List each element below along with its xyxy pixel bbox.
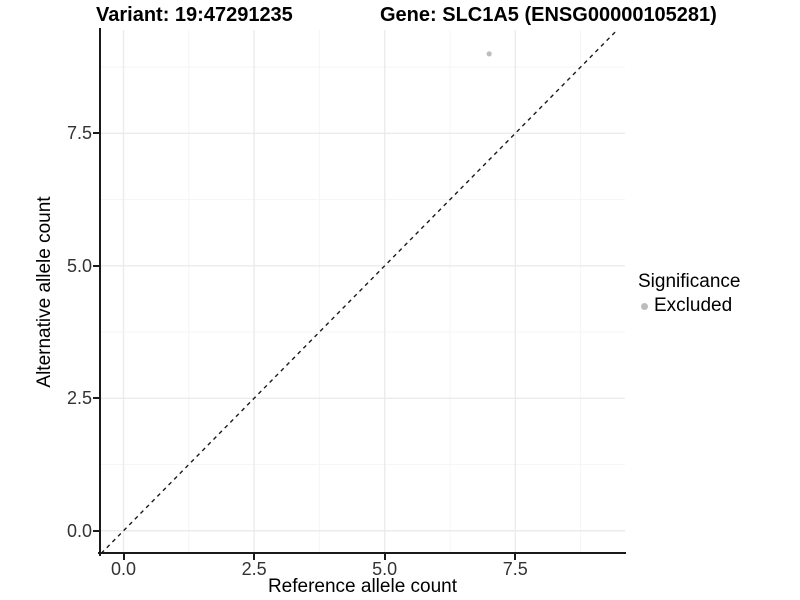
y-tick-label: 5.0 xyxy=(66,255,92,276)
legend-entry-label: Excluded xyxy=(654,295,733,316)
x-tick-mark xyxy=(383,554,386,560)
y-tick-mark xyxy=(93,397,99,400)
legend-title: Significance xyxy=(638,271,741,292)
y-tick-label: 0.0 xyxy=(66,520,92,541)
plot-title-variant: Variant: 19:47291235 xyxy=(96,4,293,26)
legend-key-dot-icon xyxy=(641,302,648,310)
plot-title-gene: Gene: SLC1A5 (ENSG00000105281) xyxy=(380,4,717,26)
y-axis-line xyxy=(99,28,101,556)
x-tick-mark xyxy=(122,554,125,560)
data-point xyxy=(486,51,492,57)
y-tick-mark xyxy=(93,529,99,532)
x-tick-label: 7.5 xyxy=(502,559,528,579)
x-tick-label: 2.5 xyxy=(241,559,267,579)
identity-dashed-line xyxy=(100,30,619,553)
x-tick-label: 0.0 xyxy=(110,559,137,579)
legend-entry-excluded: Excluded xyxy=(638,295,740,317)
y-tick-label: 7.5 xyxy=(66,123,92,144)
legend: Significance Excluded xyxy=(638,271,740,317)
y-axis-title: Alternative allele count xyxy=(34,196,55,388)
x-tick-label: 5.0 xyxy=(372,559,398,579)
plot-panel xyxy=(100,30,625,553)
y-tick-mark xyxy=(93,264,99,267)
x-tick-mark xyxy=(253,554,256,560)
x-tick-mark xyxy=(514,554,517,560)
y-tick-mark xyxy=(93,132,99,135)
x-axis-title: Reference allele count xyxy=(267,576,458,597)
y-tick-label: 2.5 xyxy=(66,388,92,409)
x-axis-line xyxy=(98,552,626,554)
